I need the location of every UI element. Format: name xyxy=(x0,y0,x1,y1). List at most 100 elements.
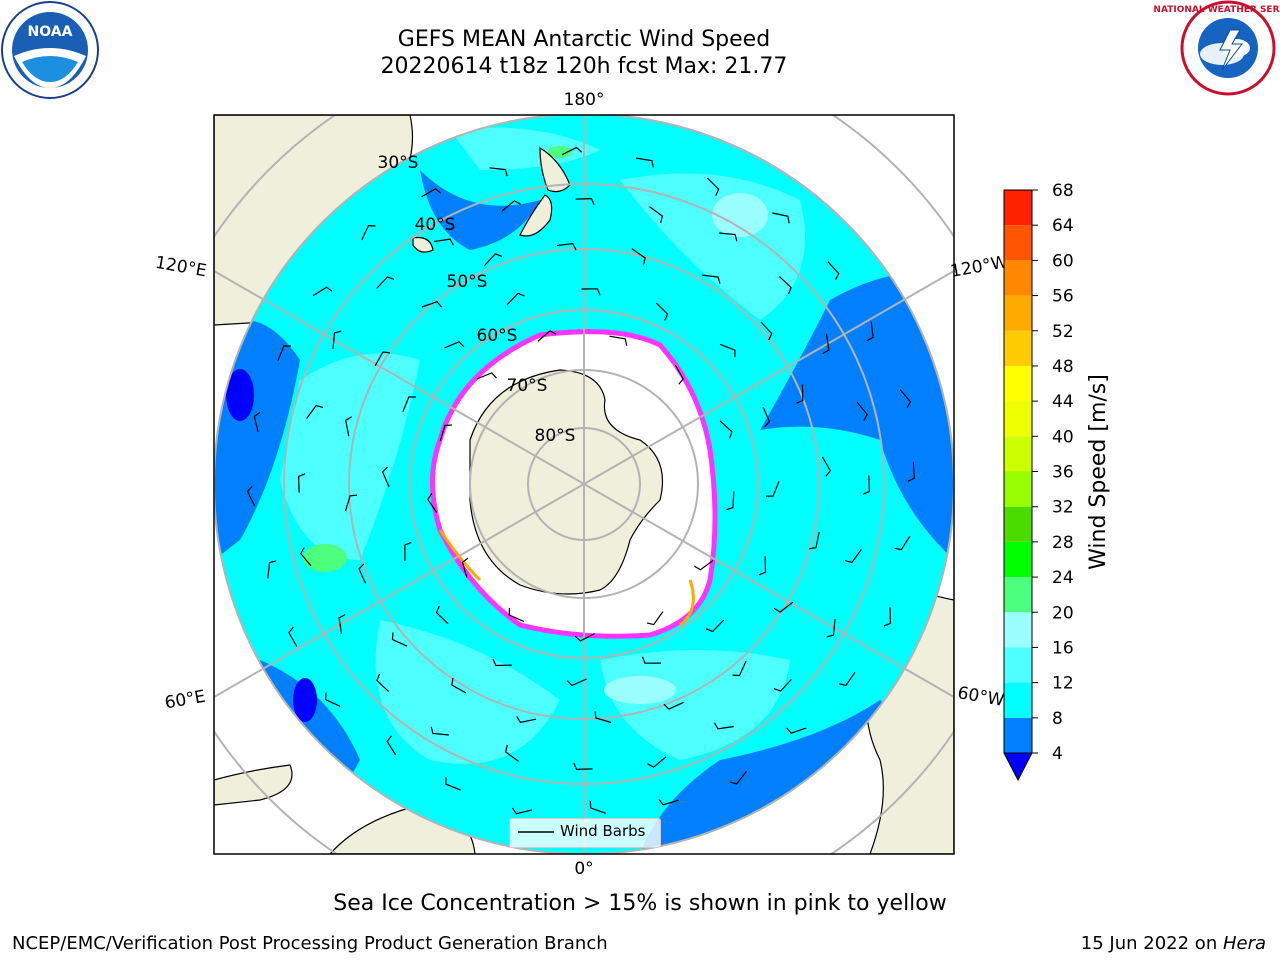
wind-barb xyxy=(376,276,395,290)
chart-title: GEFS MEAN Antarctic Wind Speed xyxy=(397,27,771,52)
wind-barb xyxy=(556,243,577,251)
wind-barb xyxy=(376,673,390,692)
wind-barb xyxy=(381,466,390,487)
wind-barb xyxy=(631,248,646,265)
lon-label-120e: 120°E xyxy=(154,253,208,282)
wind-barb xyxy=(907,462,915,482)
wind-barb xyxy=(772,212,790,224)
wind-barb xyxy=(501,200,521,212)
wind-barb xyxy=(511,807,533,815)
nws-logo: NATIONAL WEATHER SERVICE xyxy=(1153,0,1280,96)
wind-barb xyxy=(719,343,736,358)
wind-barb xyxy=(883,607,892,627)
wind-barb xyxy=(647,756,667,768)
map-frame xyxy=(213,114,955,855)
footer-date: 15 Jun 2022 on Hera xyxy=(1081,933,1266,954)
wind-barb xyxy=(402,396,416,413)
wind-barb xyxy=(508,607,525,622)
colorbar-tick-label: 24 xyxy=(1052,568,1074,588)
wind-barb xyxy=(765,481,780,497)
lat-label-40s: 40°S xyxy=(415,215,456,235)
wind-barb xyxy=(732,660,747,677)
footer-machine: Hera xyxy=(1222,933,1266,954)
wind-barb xyxy=(636,157,654,168)
wind-barb xyxy=(573,762,593,771)
wind-barb xyxy=(713,722,734,730)
caption: Sea Ice Concentration > 15% is shown in … xyxy=(333,891,947,916)
wind-barb xyxy=(445,777,461,791)
wind-barb xyxy=(822,334,830,355)
wind-barb xyxy=(581,288,601,296)
wind-barb xyxy=(838,671,856,687)
wind-barb xyxy=(391,632,408,647)
wind-barb xyxy=(288,626,298,647)
nws-logo-text: NATIONAL WEATHER SERVICE xyxy=(1153,5,1280,15)
lon-label-180: 180° xyxy=(564,90,605,110)
lon-label-120w: 120°W xyxy=(949,252,1010,282)
wind-barb xyxy=(300,547,312,567)
wind-barb xyxy=(451,678,467,694)
colorbar-label: Wind Speed [m/s] xyxy=(1086,374,1111,570)
wind-barb xyxy=(434,238,455,246)
wind-barb xyxy=(719,232,738,242)
colorbar-bin xyxy=(1004,717,1032,753)
colorbar-tick-label: 48 xyxy=(1052,357,1074,377)
colorbar-tick-label: 16 xyxy=(1052,638,1074,658)
wind-barb xyxy=(404,541,412,562)
wind-barb xyxy=(489,167,508,177)
wind-barb xyxy=(796,384,804,404)
colorbar-tick-label: 52 xyxy=(1052,322,1074,342)
colorbar-bin xyxy=(1004,577,1032,613)
wind-barb xyxy=(306,404,324,419)
colorbar-tick-label: 44 xyxy=(1052,392,1074,412)
colorbar-bin xyxy=(1004,190,1032,226)
wind-barb xyxy=(246,485,256,507)
colorbar-bin xyxy=(1004,295,1032,331)
wind-barb xyxy=(253,411,261,433)
colorbar-bin xyxy=(1004,225,1032,261)
colorbar: 68 64 60 56 52 48 44 40 36 32 28 24 20 16 12 8 4 xyxy=(1003,181,1074,782)
wind-barb xyxy=(821,456,832,477)
wind-barb xyxy=(461,557,469,578)
wind-barb xyxy=(421,188,442,198)
legend-box xyxy=(509,818,661,848)
colorbar-extend-triangle xyxy=(1003,752,1033,782)
wind-barb xyxy=(866,321,874,342)
colorbar-bin xyxy=(1004,365,1032,402)
legend-line-icon xyxy=(518,831,554,833)
colorbar-tick-label: 12 xyxy=(1052,674,1074,694)
wind-barb xyxy=(705,619,725,633)
wind-barb xyxy=(444,341,465,349)
wind-barb xyxy=(589,800,606,814)
colorbar-tick-label: 36 xyxy=(1052,463,1074,483)
wind-barb xyxy=(361,224,376,241)
colorbar-tick-label: 32 xyxy=(1052,498,1074,518)
wind-barb xyxy=(778,276,792,295)
lat-label-80s: 80°S xyxy=(535,426,576,446)
wind-barb xyxy=(674,364,684,385)
wind-barb xyxy=(641,656,662,664)
colorbar-bin xyxy=(1004,471,1032,507)
wind-barb xyxy=(386,735,397,756)
wind-barb xyxy=(358,563,367,584)
wind-barb xyxy=(439,424,452,442)
footer-credit: NCEP/EMC/Verification Post Processing Pr… xyxy=(12,933,608,954)
wind-barb xyxy=(427,493,438,513)
lat-label-60s: 60°S xyxy=(477,326,518,346)
wind-barb xyxy=(338,613,346,634)
colorbar-tick-label: 64 xyxy=(1052,216,1074,236)
legend-label: Wind Barbs xyxy=(560,822,646,840)
wind-barb xyxy=(862,475,871,495)
wind-barb xyxy=(421,300,442,308)
colorbar-bin xyxy=(1004,682,1032,718)
wind-barb xyxy=(324,692,341,707)
chart-subtitle: 20220614 t18z 120h fcst Max: 21.77 xyxy=(380,54,788,79)
colorbar-tick-label: 56 xyxy=(1052,287,1074,307)
lon-label-60w: 60°W xyxy=(956,683,1006,711)
colorbar-tick-label: 68 xyxy=(1052,181,1074,201)
colorbar-bin xyxy=(1004,260,1032,296)
wind-barb xyxy=(760,321,773,341)
wind-barb xyxy=(374,351,390,367)
wind-barb xyxy=(856,401,868,421)
